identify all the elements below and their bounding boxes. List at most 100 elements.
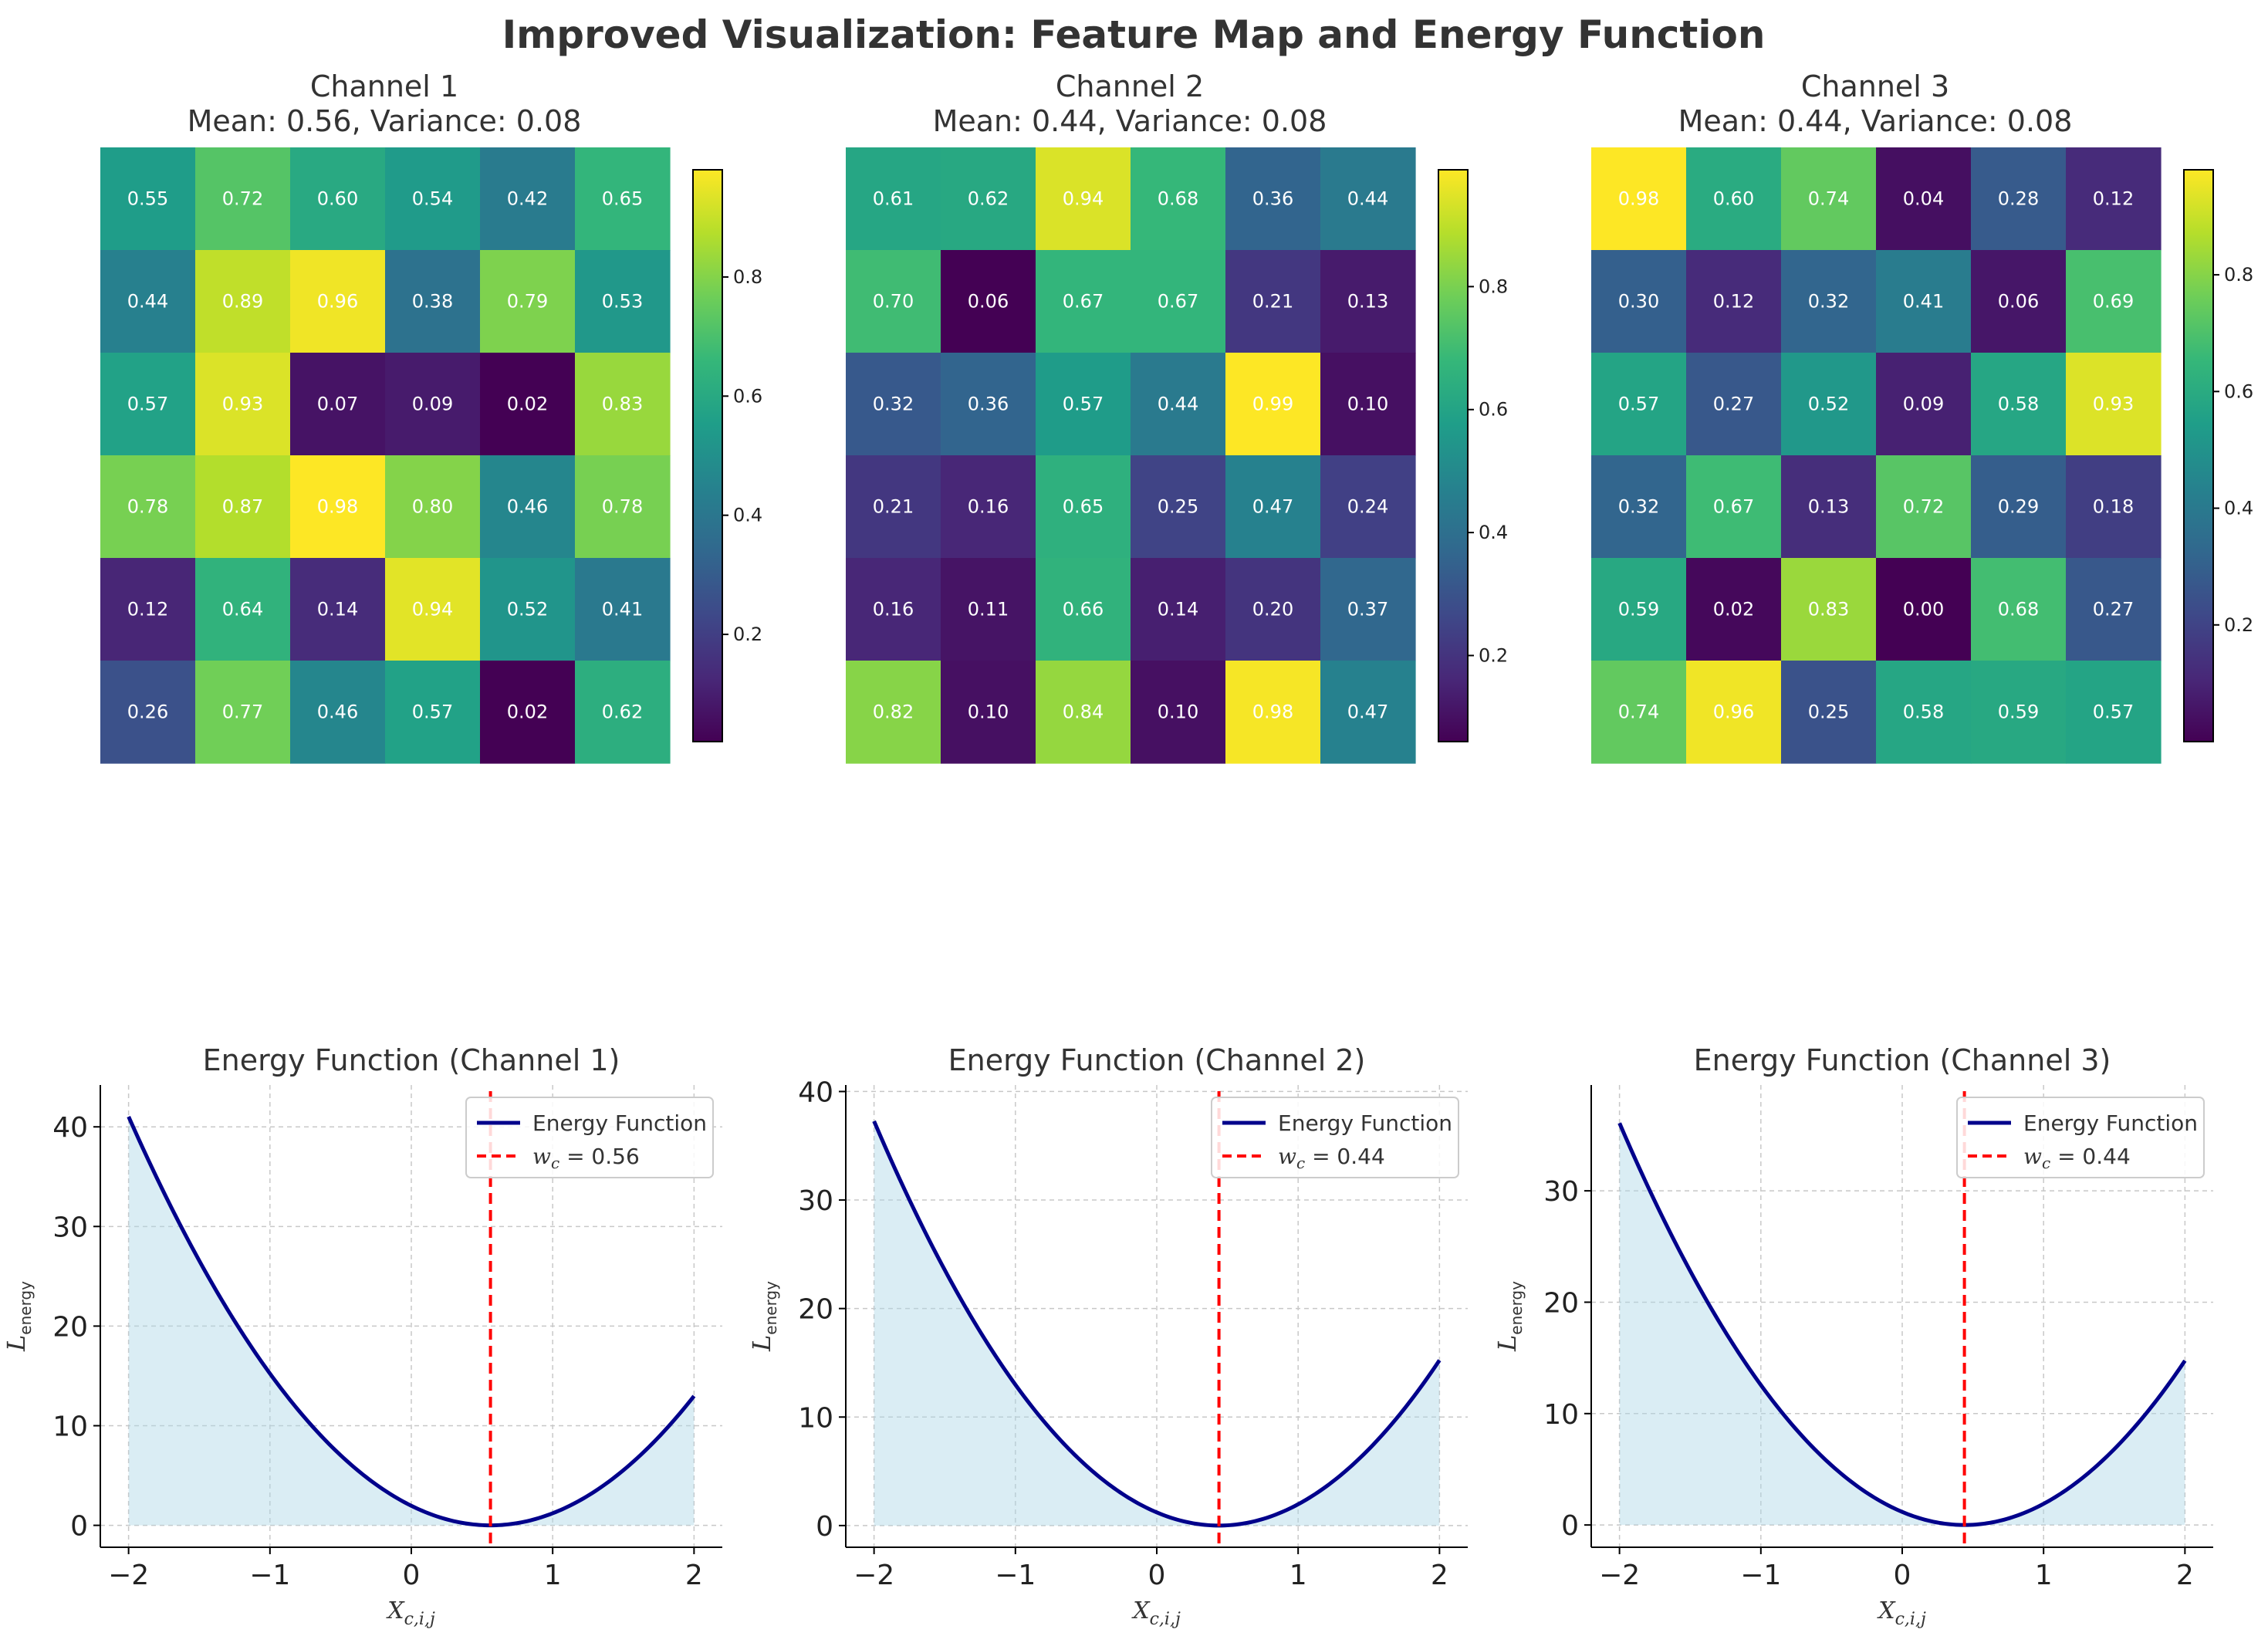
x-axis-label: Xc,i,j <box>1877 1597 1926 1629</box>
heatmap-panel-channel-3: Channel 3 Mean: 0.44, Variance: 0.08 0.9… <box>1591 69 2253 764</box>
heatmap-cell <box>1036 558 1131 661</box>
heatmap-cell-value: 0.14 <box>317 599 358 620</box>
heatmap-cell-value: 0.57 <box>1618 394 1659 415</box>
heatmap-cell-value: 0.62 <box>602 701 643 723</box>
heatmap-cell <box>2066 558 2162 661</box>
heatmap-cell-value: 0.42 <box>507 188 548 210</box>
heatmap-cell-value: 0.65 <box>602 188 643 210</box>
heatmap-cell <box>1225 147 1321 251</box>
energy-panel-channel-2: Energy Function (Channel 2) −2 −1 0 1 201020… <box>747 1043 1468 1629</box>
heatmap-cell <box>1876 147 1972 251</box>
heatmap-cell-value: 0.98 <box>317 496 358 518</box>
colorbar-tick-label: 0.2 <box>2224 614 2253 636</box>
heatmap-cell <box>195 558 291 661</box>
heatmap-cell <box>846 250 941 353</box>
heatmap-cell-value: 0.16 <box>968 496 1009 518</box>
heatmap-cell-value: 0.29 <box>1998 496 2039 518</box>
heatmap-cell <box>846 661 941 764</box>
x-tick-label: 2 <box>2176 1560 2194 1591</box>
y-axis-label: Lenergy <box>1492 1281 1526 1352</box>
heatmap-cell-value: 0.04 <box>1903 188 1944 210</box>
heatmap-cell <box>195 353 291 456</box>
energy-function-line <box>1617 1122 2187 1527</box>
heatmap-cell <box>1686 353 1782 456</box>
heatmap-cell <box>2066 455 2162 559</box>
heatmap-cell-value: 0.25 <box>1808 701 1849 723</box>
heatmap-cell-value: 0.67 <box>1158 291 1198 313</box>
legend-label-wc: wc = 0.44 <box>1278 1144 1385 1172</box>
heatmap-cell-value: 0.74 <box>1808 188 1849 210</box>
x-axis-label: Xc,i,j <box>386 1597 435 1629</box>
legend-wc-value: = 0.44 <box>2050 1144 2131 1169</box>
legend-label-energy: Energy Function <box>1278 1110 1452 1136</box>
heatmap-cell-value: 0.10 <box>1347 394 1388 415</box>
colorbar-tick-label: 0.4 <box>1479 522 1508 543</box>
heatmap-cell <box>846 147 941 251</box>
y-tick-label: 20 <box>52 1311 88 1343</box>
legend-wc-symbol: w <box>1278 1144 1296 1169</box>
heatmap-cell-value: 0.83 <box>1808 599 1849 620</box>
heatmap-cell <box>480 147 576 251</box>
heatmap-cells: 0.55 0.72 0.60 0.54 0.42 0.65 0.44 0.89 0.96 0.38… <box>100 147 671 764</box>
heatmap-cell-value: 0.28 <box>1998 188 2039 210</box>
heatmap-cell <box>1591 455 1687 559</box>
colorbar: 0.2 0.4 0.6 0.8 <box>1438 169 1508 742</box>
heatmap-cell <box>1320 353 1416 456</box>
legend-label-energy: Energy Function <box>2023 1110 2198 1136</box>
heatmap-cell <box>1225 661 1321 764</box>
heatmap-cell-value: 0.70 <box>873 291 914 313</box>
heatmap-cell <box>1971 558 2067 661</box>
legend: Energy Function wc = 0.56 <box>465 1097 714 1178</box>
heatmap-cell <box>1781 558 1877 661</box>
heatmap-cell <box>195 661 291 764</box>
legend: Energy Function wc = 0.44 <box>1956 1097 2205 1178</box>
heatmap-cell-value: 0.60 <box>1713 188 1754 210</box>
heatmap-cell <box>1591 147 1687 251</box>
energy-panel-channel-3: Energy Function (Channel 3) −2 −1 0 1 201020… <box>1492 1043 2213 1629</box>
heatmap-cell-value: 0.65 <box>1063 496 1104 518</box>
heatmap-cell <box>1876 661 1972 764</box>
heatmap-cell-value: 0.18 <box>2093 496 2134 518</box>
y-tick-label: 20 <box>1543 1287 1579 1319</box>
heatmap-cell <box>1131 147 1226 251</box>
heatmap-cell-value: 0.44 <box>1158 394 1198 415</box>
heatmap-cell-value: 0.25 <box>1158 496 1198 518</box>
heatmap-cell-value: 0.12 <box>1713 291 1754 313</box>
heatmap-cell <box>1320 455 1416 559</box>
heatmap-cell <box>2066 661 2162 764</box>
heatmap-cell <box>195 147 291 251</box>
heatmap-cell-value: 0.96 <box>1713 701 1754 723</box>
heatmap-cell-value: 0.53 <box>602 291 643 313</box>
heatmap-cell-value: 0.13 <box>1347 291 1388 313</box>
heatmap-cell-value: 0.10 <box>1158 701 1198 723</box>
heatmap-cell <box>941 661 1036 764</box>
x-tick-label: −2 <box>1599 1560 1640 1591</box>
heatmap-cell-value: 0.11 <box>968 599 1009 620</box>
energy-fill-area <box>874 1121 1440 1526</box>
heatmap-cell-value: 0.26 <box>127 701 168 723</box>
heatmap-cell-value: 0.36 <box>1252 188 1293 210</box>
heatmap-cell <box>575 147 671 251</box>
heatmap-cell-value: 0.21 <box>1252 291 1293 313</box>
heatmap-cell-value: 0.55 <box>127 188 168 210</box>
heatmap-cell <box>290 558 386 661</box>
legend-wc-value: = 0.44 <box>1305 1144 1385 1169</box>
heatmap-cell-value: 0.12 <box>2093 188 2134 210</box>
legend-frame <box>1211 1097 1459 1178</box>
heatmap-cell <box>1225 558 1321 661</box>
heatmap-cell-value: 0.58 <box>1998 394 2039 415</box>
heatmap-cell <box>385 455 481 559</box>
heatmap-cell <box>1225 353 1321 456</box>
colorbar-bar <box>1438 169 1469 742</box>
heatmap-cell-value: 0.41 <box>1903 291 1944 313</box>
heatmap-title-line1: Channel 2 <box>1056 69 1204 103</box>
heatmap-cell-value: 0.94 <box>1063 188 1104 210</box>
heatmap-title-line2: Mean: 0.56, Variance: 0.08 <box>188 104 582 138</box>
heatmap-cell-value: 0.66 <box>1063 599 1104 620</box>
heatmap-cell <box>1036 353 1131 456</box>
heatmap-cell-value: 0.46 <box>507 496 548 518</box>
heatmap-cell <box>1036 455 1131 559</box>
heatmap-cell-value: 0.52 <box>1808 394 1849 415</box>
heatmap-cell <box>1131 250 1226 353</box>
